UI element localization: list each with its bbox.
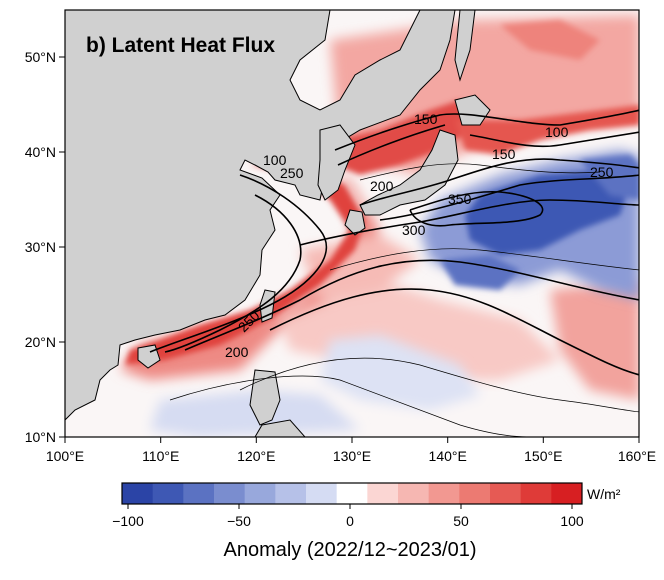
- lon-tick-150e: 150°E: [524, 448, 562, 464]
- lon-tick-120e: 120°E: [237, 448, 275, 464]
- map-panel: 150 100 150 100 200 250 300 350 250 200 …: [65, 10, 639, 437]
- contour-label-350: 350: [448, 191, 472, 207]
- contour-thin-3: [359, 163, 601, 181]
- strong-negative-core: [465, 170, 630, 255]
- colorbar-swatch: [214, 483, 246, 504]
- colorbar-swatch: [244, 483, 276, 504]
- contour-100-north: [334, 109, 639, 151]
- strong-positive-kuroshio: [125, 160, 365, 365]
- japan-honshu: [359, 129, 459, 216]
- negative-anomaly-philippine-sea: [320, 335, 480, 410]
- korean-peninsula: [317, 124, 356, 201]
- contour-label-200-japan: 200: [370, 178, 394, 194]
- contour-label-250-bohai: 250: [280, 165, 304, 181]
- contour-thin-4: [329, 248, 639, 271]
- anomaly-shading: [120, 15, 639, 437]
- lon-tick-130e: 130°E: [333, 448, 371, 464]
- lat-tick-10n: 10°N: [25, 429, 56, 445]
- colorbar-swatch: [367, 483, 399, 504]
- strong-positive-kuroshio-extension: [455, 105, 639, 155]
- climatology-contours: [149, 109, 639, 437]
- colorbar-swatch: [520, 483, 552, 504]
- philippines-luzon: [249, 369, 281, 426]
- contour-label-100-kuroshio: 100: [545, 124, 569, 140]
- colorbar-swatch: [459, 483, 491, 504]
- colorbar-swatch: [152, 483, 184, 504]
- colorbar-title: Anomaly (2022/12~2023/01): [224, 539, 477, 561]
- colorbar-swatch: [551, 483, 583, 504]
- colorbar-frame: [121, 482, 583, 505]
- panel-title: b) Latent Heat Flux: [86, 34, 275, 57]
- lon-tick-140e: 140°E: [429, 448, 467, 464]
- longitude-axis: [64, 437, 640, 443]
- contour-250: [164, 174, 639, 353]
- colorbar-tick-minus-50: −50: [227, 513, 251, 529]
- contour-thin-2: [169, 375, 541, 437]
- colorbar-tick-labels: −100 −50 0 50 100: [112, 513, 584, 529]
- colorbar-swatch: [183, 483, 215, 504]
- negative-secondary: [440, 255, 520, 290]
- lat-tick-30n: 30°N: [25, 239, 56, 255]
- japan-hokkaido: [454, 94, 491, 126]
- contour-label-150-japan-sea: 150: [414, 111, 438, 127]
- colorbar-swatch: [428, 483, 460, 504]
- contour-label-150-kuroshio: 150: [492, 146, 516, 162]
- contour-350: [409, 190, 544, 227]
- contour-label-250-east: 250: [590, 164, 614, 180]
- lat-tick-50n: 50°N: [25, 49, 56, 65]
- colorbar-swatch: [306, 483, 338, 504]
- strong-positive-japan-east: [500, 20, 600, 60]
- lon-tick-110e: 110°E: [142, 448, 179, 464]
- contour-200-south: [184, 259, 639, 351]
- colorbar-unit: W/m²: [587, 486, 621, 502]
- strong-positive-japan-sea: [335, 100, 470, 175]
- sakhalin: [454, 10, 476, 82]
- colorbar-swatch: [490, 483, 522, 504]
- colorbar-tick-0: 0: [346, 513, 354, 529]
- contour-200: [149, 158, 639, 353]
- land: [65, 10, 491, 437]
- contour-label-300: 300: [402, 222, 426, 238]
- colorbar-tick-marks: [127, 504, 573, 509]
- colorbar-swatch: [122, 483, 154, 504]
- lon-tick-100e: 100°E: [46, 448, 84, 464]
- asia-mainland: [65, 10, 456, 421]
- colorbar-swatches: [122, 483, 583, 504]
- colorbar-tick-50: 50: [453, 513, 469, 529]
- contour-150-south: [269, 288, 639, 376]
- latitude-tick-labels: 10°N 20°N 30°N 40°N 50°N: [25, 49, 56, 445]
- positive-anomaly-southeast: [550, 280, 639, 400]
- colorbar-swatch: [275, 483, 307, 504]
- colorbar-swatch: [336, 483, 368, 504]
- lat-tick-20n: 20°N: [25, 334, 56, 350]
- philippines-visayas: [254, 419, 306, 437]
- contour-thin-1: [239, 357, 639, 413]
- lon-tick-160e: 160°E: [618, 448, 656, 464]
- longitude-tick-labels: 100°E 110°E 120°E 130°E 140°E 150°E 160°…: [46, 448, 656, 464]
- contour-label-100-yellow-sea: 100: [263, 152, 287, 168]
- colorbar: W/m² −100 −50 0 50 100 Anomaly (2022/12~…: [112, 482, 621, 561]
- contour-150-north: [337, 124, 639, 166]
- colorbar-tick-minus-100: −100: [112, 513, 144, 529]
- colorbar-tick-100: 100: [560, 513, 584, 529]
- lat-tick-40n: 40°N: [25, 144, 56, 160]
- contour-300: [299, 199, 639, 246]
- latitude-axis: [59, 56, 65, 438]
- contour-label-200-west: 200: [225, 344, 249, 360]
- colorbar-swatch: [398, 483, 430, 504]
